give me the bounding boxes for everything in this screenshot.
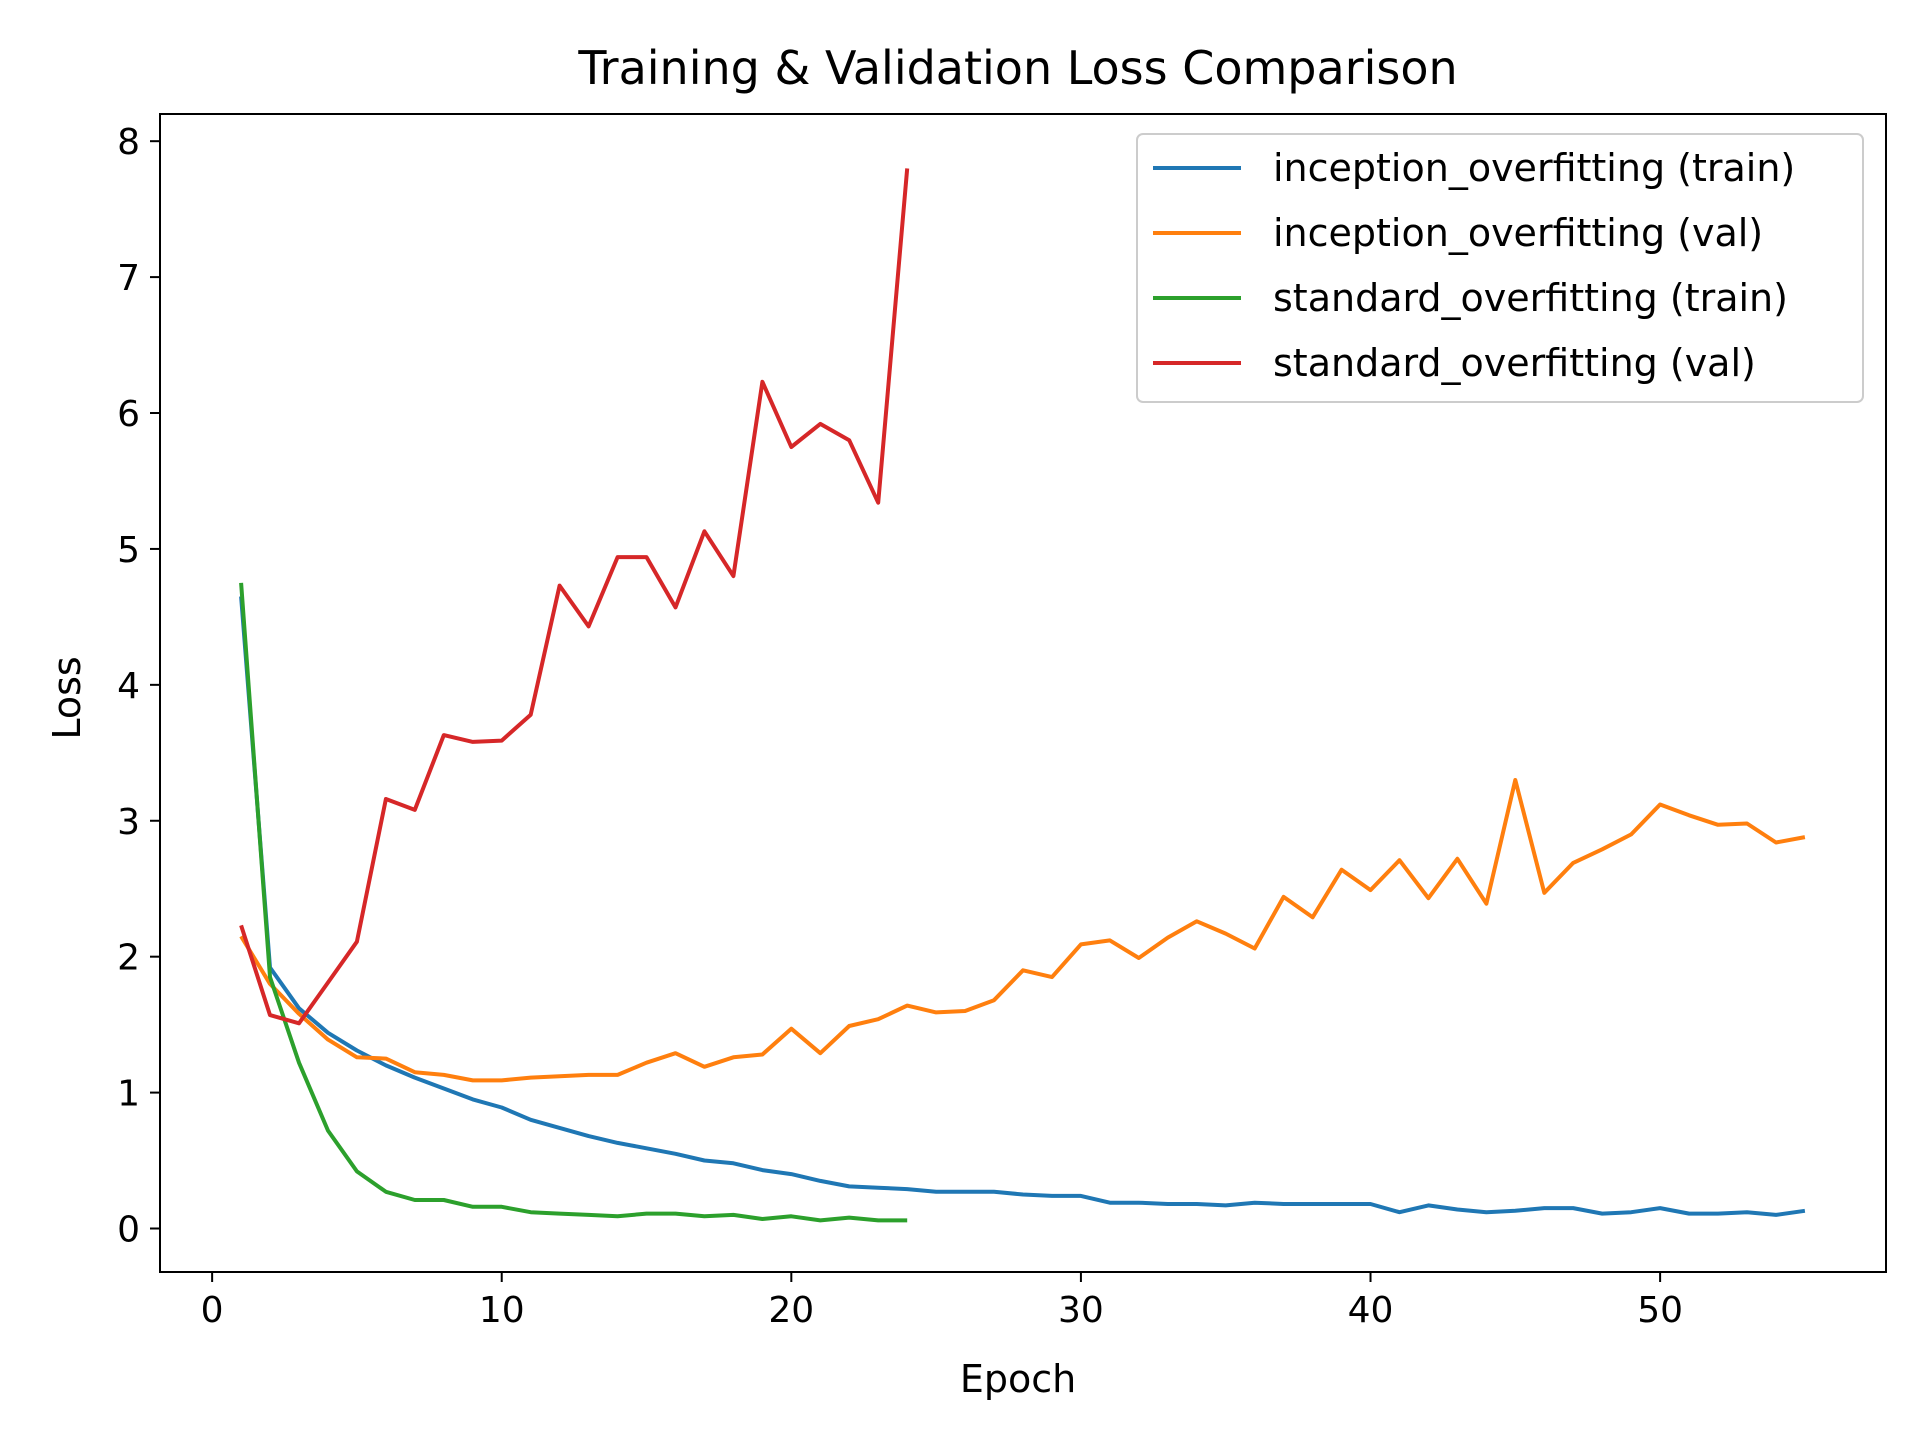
y-tick-label: 0 [117,1210,140,1251]
series-line-1 [239,596,1806,1217]
x-tick-label: 50 [1637,1290,1683,1331]
y-tick-label: 7 [117,258,140,299]
legend-label-1: inception_overfitting (train) [1273,146,1795,190]
y-tick-label: 6 [117,394,140,435]
legend-label-2: inception_overfitting (val) [1273,211,1763,255]
axes: 0 10 20 30 40 50 0 1 2 3 4 5 6 7 8 [117,113,1887,1331]
x-tick-label: 10 [479,1290,525,1331]
x-tick-label: 0 [201,1290,224,1331]
series-line-3 [239,582,908,1223]
x-tick-label: 30 [1058,1290,1104,1331]
legend-box [1136,133,1864,403]
x-axis-label: Epoch [960,1357,1076,1401]
y-axis-label: Loss [45,656,89,739]
legend-label-3: standard_overfitting (train) [1273,276,1788,320]
y-tick-label: 5 [117,530,140,571]
chart-title: Training & Validation Loss Comparison [577,41,1457,95]
y-tick-label: 2 [117,938,140,979]
y-tick-label: 1 [117,1074,140,1115]
series-line-4 [239,168,910,1026]
legend-label-4: standard_overfitting (val) [1273,341,1756,385]
y-tick-label: 3 [117,802,140,843]
series-line-2 [239,778,1806,1083]
y-tick-label: 8 [117,122,140,163]
x-tick-label: 20 [768,1290,814,1331]
plot-frame [159,113,1887,1273]
y-tick-label: 4 [117,666,140,707]
plot-area [239,168,1806,1223]
x-tick-label: 40 [1348,1290,1394,1331]
legend: inception_overfitting (train) inception_o… [1136,133,1864,403]
